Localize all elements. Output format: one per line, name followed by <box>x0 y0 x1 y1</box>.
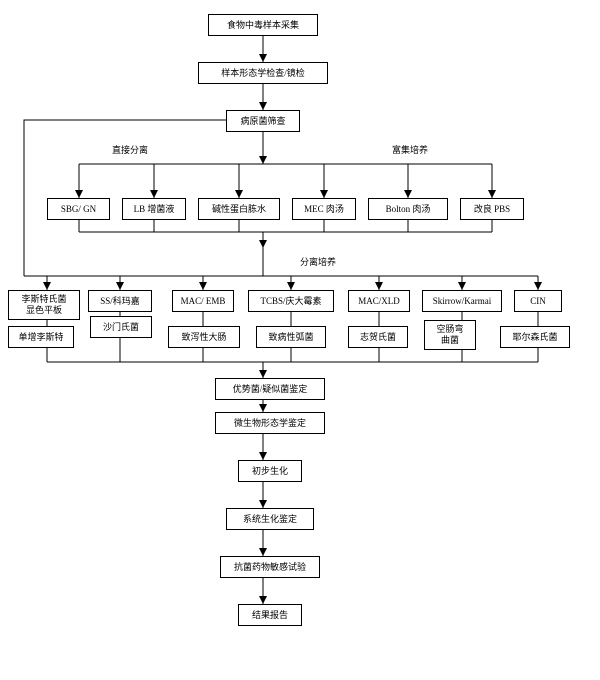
node-p3: MAC/ EMB <box>172 290 234 312</box>
arrowhead <box>75 190 83 198</box>
arrowhead <box>116 282 124 290</box>
node-p1: 李斯特氏菌显色平板 <box>8 290 80 320</box>
node-n3: 病原菌筛查 <box>226 110 300 132</box>
arrowhead <box>458 282 466 290</box>
arrowhead <box>259 102 267 110</box>
node-m1: SBG/ GN <box>47 198 110 220</box>
arrowhead <box>259 500 267 508</box>
node-q3: 致泻性大肠 <box>168 326 240 348</box>
node-p2: SS/科玛嘉 <box>88 290 152 312</box>
arrowhead <box>150 190 158 198</box>
node-n2: 样本形态学检查/镜检 <box>198 62 328 84</box>
node-r2: 微生物形态学鉴定 <box>215 412 325 434</box>
arrowhead <box>235 190 243 198</box>
arrowhead <box>43 282 51 290</box>
arrowhead <box>259 404 267 412</box>
node-p4: TCBS/庆大霉素 <box>248 290 334 312</box>
arrowhead <box>259 156 267 164</box>
node-lblC: 分离培养 <box>290 254 346 268</box>
node-q5: 志贺氏菌 <box>348 326 408 348</box>
node-q4: 致病性弧菌 <box>256 326 326 348</box>
node-m5: Bolton 肉汤 <box>368 198 448 220</box>
node-r1: 优势菌/疑似菌鉴定 <box>215 378 325 400</box>
arrowhead <box>488 190 496 198</box>
arrowhead <box>199 282 207 290</box>
node-m3: 碱性蛋白胨水 <box>198 198 280 220</box>
node-m2: LB 增菌液 <box>122 198 186 220</box>
node-r3: 初步生化 <box>238 460 302 482</box>
node-n1: 食物中毒样本采集 <box>208 14 318 36</box>
node-m6: 改良 PBS <box>460 198 524 220</box>
arrowhead <box>404 190 412 198</box>
node-lblB: 富集培养 <box>380 142 440 156</box>
node-r6: 结果报告 <box>238 604 302 626</box>
node-p7: CIN <box>514 290 562 312</box>
node-lblA: 直接分离 <box>100 142 160 156</box>
arrowhead <box>259 240 267 248</box>
node-q6: 空肠弯曲菌 <box>424 320 476 350</box>
arrowhead <box>534 282 542 290</box>
node-q1: 单增李斯特 <box>8 326 74 348</box>
arrowhead <box>259 596 267 604</box>
node-r4: 系统生化鉴定 <box>226 508 314 530</box>
arrowhead <box>259 54 267 62</box>
node-q7: 耶尔森氏菌 <box>500 326 570 348</box>
node-q2: 沙门氏菌 <box>90 316 152 338</box>
arrowhead <box>320 190 328 198</box>
node-p5: MAC/XLD <box>348 290 410 312</box>
node-r5: 抗菌药物敏感试验 <box>220 556 320 578</box>
node-m4: MEC 肉汤 <box>292 198 356 220</box>
arrowhead <box>375 282 383 290</box>
arrowhead <box>287 282 295 290</box>
arrowhead <box>259 452 267 460</box>
arrowhead <box>259 548 267 556</box>
node-p6: Skirrow/Karmai <box>422 290 502 312</box>
arrowhead <box>259 370 267 378</box>
